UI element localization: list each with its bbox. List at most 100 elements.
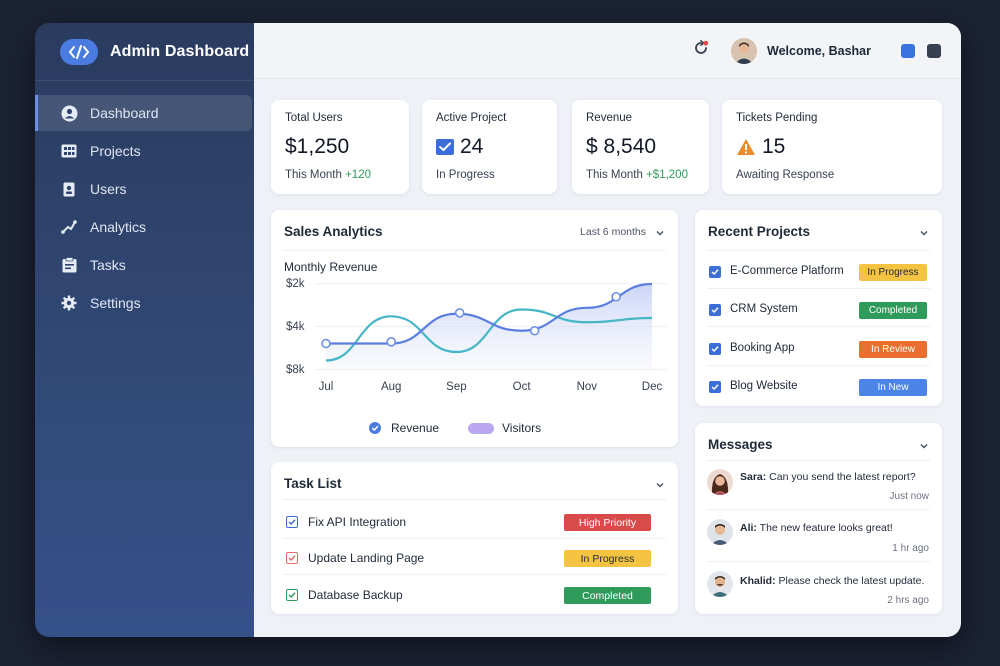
sidebar-item-settings[interactable]: Settings — [35, 285, 254, 321]
stat-label: Revenue — [586, 112, 633, 124]
series-line-visitors — [325, 308, 653, 362]
range-dropdown[interactable]: Last 6 months — [580, 226, 646, 238]
main-content: Welcome, Bashar Total Users $1,250 This … — [254, 23, 961, 637]
grid-icon — [60, 142, 78, 160]
topbar: Welcome, Bashar — [254, 23, 961, 79]
task-list-card: Task List Fix API Integration High Prior… — [271, 462, 678, 614]
sidebar-item-label: Dashboard — [90, 105, 159, 121]
status-badge: In Progress — [859, 264, 927, 281]
chart-subtitle: Monthly Revenue — [284, 260, 378, 274]
check-box-icon — [436, 139, 454, 155]
stat-card-total-users: Total Users $1,250 This Month +120 — [271, 100, 409, 194]
x-tick-label: Dec — [642, 381, 663, 393]
revenue-chart: $2k $4k $8k Jul Aug Sep Oct Nov Dec — [286, 278, 667, 393]
sidebar-item-label: Users — [90, 181, 127, 197]
sidebar-item-projects[interactable]: Projects — [35, 133, 254, 169]
task-label: Fix API Integration — [308, 515, 407, 529]
sidebar-item-analytics[interactable]: Analytics — [35, 209, 254, 245]
task-checkbox[interactable] — [286, 552, 298, 564]
project-label: E-Commerce Platform — [730, 265, 844, 277]
avatar[interactable] — [707, 469, 733, 495]
stat-sub: In Progress — [436, 169, 495, 181]
welcome-text: Welcome, Bashar — [767, 43, 871, 58]
chevron-down-icon[interactable] — [655, 477, 665, 495]
data-point — [611, 291, 621, 302]
project-label: Blog Website — [730, 380, 798, 392]
sidebar-item-dashboard[interactable]: Dashboard — [35, 95, 252, 131]
stat-value-row: 15 — [736, 135, 785, 159]
revenue-area — [326, 284, 652, 369]
x-tick-label: Oct — [513, 381, 532, 393]
status-badge: High Priority — [564, 514, 651, 531]
task-label: Update Landing Page — [308, 551, 425, 565]
card-title: Recent Projects — [708, 224, 811, 239]
stat-sub: This Month +120 — [285, 169, 371, 181]
y-tick-label: $2k — [286, 278, 305, 290]
message-text: Khalid: Please check the latest update. — [740, 575, 925, 587]
gear-icon — [60, 294, 78, 312]
sales-analytics-card: Sales Analytics Last 6 months Monthly Re… — [271, 210, 678, 447]
brand[interactable]: Admin Dashboard — [35, 23, 254, 81]
card-title: Messages — [708, 437, 773, 452]
message-time: 1 hr ago — [892, 543, 929, 554]
project-label: CRM System — [730, 303, 798, 315]
refresh-notification-icon[interactable] — [693, 40, 709, 61]
sidebar-item-users[interactable]: Users — [35, 171, 254, 207]
message-text: Ali: The new feature looks great! — [740, 522, 893, 534]
task-checkbox[interactable] — [286, 589, 298, 601]
legend-revenue: Revenue — [369, 421, 439, 435]
data-point — [321, 338, 331, 349]
x-tick-label: Jul — [319, 381, 334, 393]
message-time: Just now — [889, 491, 929, 502]
project-checkbox[interactable] — [709, 304, 721, 316]
card-title: Task List — [284, 476, 342, 491]
stat-sub: Awaiting Response — [736, 169, 835, 181]
stat-card-revenue: Revenue $ 8,540 This Month +$1,200 — [572, 100, 709, 194]
message-time: 2 hrs ago — [887, 595, 929, 606]
recent-projects-card: Recent Projects E-Commerce Platform In P… — [695, 210, 942, 406]
avatar[interactable] — [707, 571, 733, 597]
code-icon — [60, 38, 98, 65]
chevron-down-icon[interactable] — [919, 225, 929, 243]
project-label: Booking App — [730, 342, 795, 354]
stat-card-active-project: Active Project 24 In Progress — [422, 100, 557, 194]
project-checkbox[interactable] — [709, 381, 721, 393]
stat-value: $ 8,540 — [586, 135, 657, 158]
app-title: Admin Dashboard — [110, 42, 250, 60]
sidebar: Admin Dashboard Dashboard Projects Users — [35, 23, 254, 637]
sidebar-item-label: Settings — [90, 295, 141, 311]
stat-value: 15 — [762, 135, 786, 158]
divider — [283, 250, 666, 251]
stat-label: Active Project — [436, 112, 507, 124]
x-tick-label: Sep — [446, 381, 466, 393]
avatar[interactable] — [731, 37, 758, 64]
legend-swatch — [468, 422, 494, 434]
chevron-down-icon[interactable] — [919, 438, 929, 456]
task-checkbox[interactable] — [286, 516, 298, 528]
wallet-icon[interactable] — [927, 43, 941, 58]
project-checkbox[interactable] — [709, 266, 721, 278]
y-tick-label: $8k — [286, 364, 305, 376]
app-window: Admin Dashboard Dashboard Projects Users — [35, 23, 961, 637]
legend-check-icon — [369, 422, 381, 434]
status-badge: In Review — [859, 341, 927, 358]
messages-card: Messages Sara: Can you send the latest r… — [695, 423, 942, 614]
stat-card-tickets: Tickets Pending 15 Awaiting Response — [722, 100, 942, 194]
clipboard-icon — [60, 256, 78, 274]
status-badge: Completed — [564, 587, 651, 604]
avatar[interactable] — [707, 519, 733, 545]
user-circle-icon — [60, 104, 78, 122]
card-title: Sales Analytics — [284, 224, 383, 239]
status-badge: Completed — [859, 302, 927, 319]
stat-sub: This Month +$1,200 — [586, 169, 688, 181]
stat-value-row: 24 — [436, 135, 483, 159]
sidebar-item-tasks[interactable]: Tasks — [35, 247, 254, 283]
project-checkbox[interactable] — [709, 343, 721, 355]
data-point — [386, 337, 396, 347]
chevron-down-icon[interactable] — [655, 225, 665, 243]
stat-value: 24 — [460, 135, 484, 158]
task-label: Database Backup — [308, 588, 403, 602]
legend-visitors: Visitors — [468, 421, 541, 435]
sidebar-item-label: Tasks — [90, 257, 126, 273]
mail-icon[interactable] — [901, 43, 915, 58]
